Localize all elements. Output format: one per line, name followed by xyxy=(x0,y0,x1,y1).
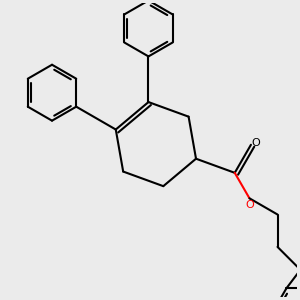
Text: O: O xyxy=(245,200,254,210)
Text: O: O xyxy=(252,138,261,148)
